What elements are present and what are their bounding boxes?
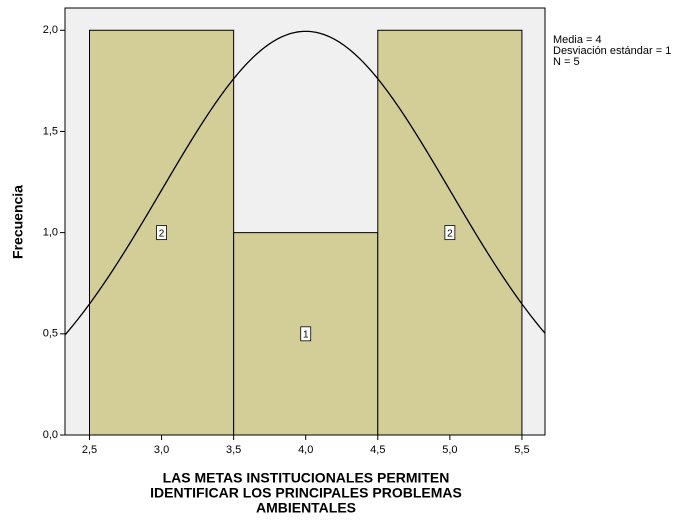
value-label-box <box>444 225 456 241</box>
value-label: 2 <box>159 228 165 239</box>
value-label: 1 <box>303 329 309 340</box>
y-tick-label: 0,0 <box>43 429 58 441</box>
x-axis-label: AMBIENTALES <box>256 500 356 516</box>
x-tick-label: 5,5 <box>514 444 529 456</box>
y-tick-label: 1,5 <box>43 125 58 137</box>
value-label-box <box>156 225 167 241</box>
x-tick-label: 5,0 <box>442 444 457 456</box>
x-tick-label: 4,5 <box>370 444 385 456</box>
annotation: N = 5 <box>553 56 580 68</box>
x-tick-label: 2,5 <box>82 444 97 456</box>
x-tick-label: 4,0 <box>298 444 313 456</box>
value-label-box <box>300 326 312 342</box>
x-tick-label: 3,0 <box>154 444 169 456</box>
curve-group <box>65 30 545 336</box>
y-tick-label: 2,0 <box>43 24 58 36</box>
y-tick-label: 1,0 <box>43 227 58 239</box>
x-axis-label: IDENTIFICAR LOS PRINCIPALES PROBLEMAS <box>150 485 462 501</box>
annotation: Media = 4 <box>553 34 602 46</box>
annotation: Desviación estándar = 1 <box>553 45 671 57</box>
value-label: 2 <box>447 228 453 239</box>
normal-curve <box>65 30 545 336</box>
x-axis-label: LAS METAS INSTITUCIONALES PERMITEN <box>163 470 450 486</box>
y-axis-label: Frecuencia <box>10 185 26 259</box>
y-tick-label: 0,5 <box>43 328 58 340</box>
x-tick-label: 3,5 <box>226 444 241 456</box>
